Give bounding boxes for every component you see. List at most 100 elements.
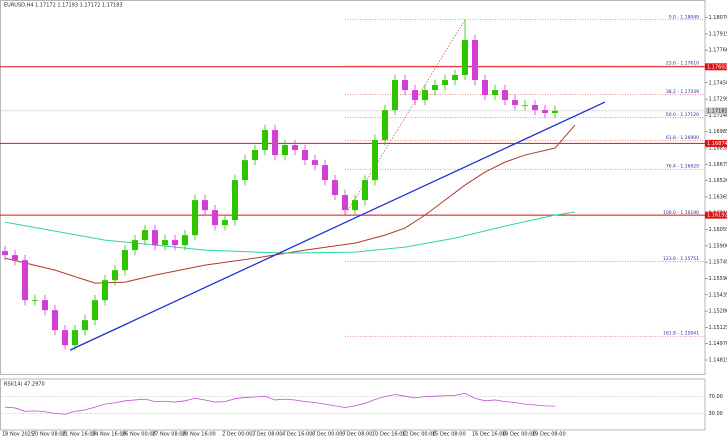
price-box [705,63,727,71]
fib-label: 100.0 - 1.16190 [663,210,699,216]
candle-body [122,250,128,271]
x-tick-label: 4 Dec 16:00 [282,432,312,437]
y-tick-label: 1.17915 [709,31,727,37]
candle-body [32,300,38,301]
candle-body [2,251,8,256]
fib-label: 123.6 - 1.15751 [663,256,699,262]
current-price-label: 1.17183 [707,108,727,114]
candle-body [342,195,348,211]
x-tick-label: 12 Dec 00:00 [402,432,436,437]
rsi-panel [0,378,706,431]
candle-body [462,39,468,76]
candle-body [362,180,368,201]
candle-body [402,80,408,91]
y-tick-label: 1.17450 [709,80,727,86]
candle-body [312,160,318,166]
candle-body [62,330,68,346]
y-tick-label: 1.16830 [709,146,727,152]
candle-body [72,330,78,346]
rsi-line [4,392,556,415]
candle-body [352,200,358,211]
x-tick-label: 26 Nov 00:00 [122,432,156,437]
y-tick-label: 1.14970 [709,341,727,347]
fib-trend [344,19,466,216]
x-tick-label: 3 Dec 08:00 [252,432,282,437]
x-tick-label: 18 Nov 2025 [2,432,34,437]
rsi-tick-label: 70.00 [709,394,723,400]
x-tick-label: 20 Nov 08:00 [32,432,66,437]
candle-body [262,130,268,151]
candle-body [422,90,428,101]
candle-body [332,180,338,196]
candle-body [412,90,418,101]
candle-body [452,75,458,81]
moving-average [4,124,576,284]
x-tick-label: 2 Dec 00:00 [222,432,252,437]
y-tick-label: 1.15280 [709,309,727,315]
x-tick-label: 24 Nov 16:00 [92,432,126,437]
candle-body [132,240,138,251]
current-price-box [705,107,727,115]
y-tick-label: 1.17140 [709,113,727,119]
candle-body [222,220,228,226]
y-tick-label: 1.15435 [709,292,727,298]
x-tick-label: 15 Dec 08:00 [432,432,466,437]
candle-body [322,165,328,181]
candle-body [82,320,88,331]
x-tick-label: 16 Dec 16:00 [472,432,506,437]
candle-body [52,310,58,331]
candle-body [112,270,118,281]
candle-body [162,240,168,246]
y-tick-label: 1.18070 [709,15,727,21]
main-panel [0,0,706,375]
y-tick-label: 1.15745 [709,260,727,266]
candle-body [432,85,438,91]
candle-body [522,104,528,106]
price-box [705,211,727,219]
candle-body [102,280,108,301]
candle-body [252,150,258,161]
x-tick-label: 21 Nov 16:00 [62,432,96,437]
price-box [705,139,727,147]
x-tick-label: 8 Dec 00:00 [312,432,342,437]
candle-body [502,90,508,101]
candle-body [382,110,388,141]
x-tick-label: 10 Dec 16:00 [372,432,406,437]
y-tick-label: 1.16365 [709,194,727,200]
x-tick-label: 18 Dec 00:00 [502,432,536,437]
y-tick-label: 1.14815 [709,358,727,364]
fib-label: 76.4 - 1.16629 [666,164,699,170]
y-tick-label: 1.16055 [709,227,727,233]
candle-body [212,210,218,226]
fib-label: 23.6 - 1.17610 [666,60,699,66]
rsi-title: RSI(14) 47.2970 [4,382,45,388]
fib-label: 161.8 - 1.15041 [663,331,699,337]
price-label: 1.16874 [707,141,727,147]
x-tick-label: 9 Dec 08:00 [342,432,372,437]
candle-body [282,145,288,156]
fib-label: 0.0 - 1.18049 [669,14,699,20]
x-tick-label: 28 Nov 16:00 [182,432,216,437]
candle-body [202,200,208,211]
trendline [69,101,606,351]
candle-body [272,130,278,156]
candle-body [482,80,488,96]
candle-body [392,80,398,111]
candle-body [152,230,158,246]
price-label: 1.16192 [707,213,727,219]
rsi-tick-label: 30.00 [709,411,723,417]
candle-body [472,39,478,81]
candle-body [232,180,238,221]
y-tick-label: 1.16520 [709,178,727,184]
fib-label: 38.2 - 1.17339 [666,89,699,95]
fib-label: 50.0 - 1.17120 [666,112,699,118]
candle-body [552,110,558,113]
candle-body [172,240,178,246]
x-tick-label: 27 Nov 08:00 [152,432,186,437]
candle-body [442,80,448,86]
candle-body [92,300,98,321]
x-tick-label: 19 Dec 08:00 [532,432,566,437]
candle-body [242,160,248,181]
y-tick-label: 1.15590 [709,276,727,282]
